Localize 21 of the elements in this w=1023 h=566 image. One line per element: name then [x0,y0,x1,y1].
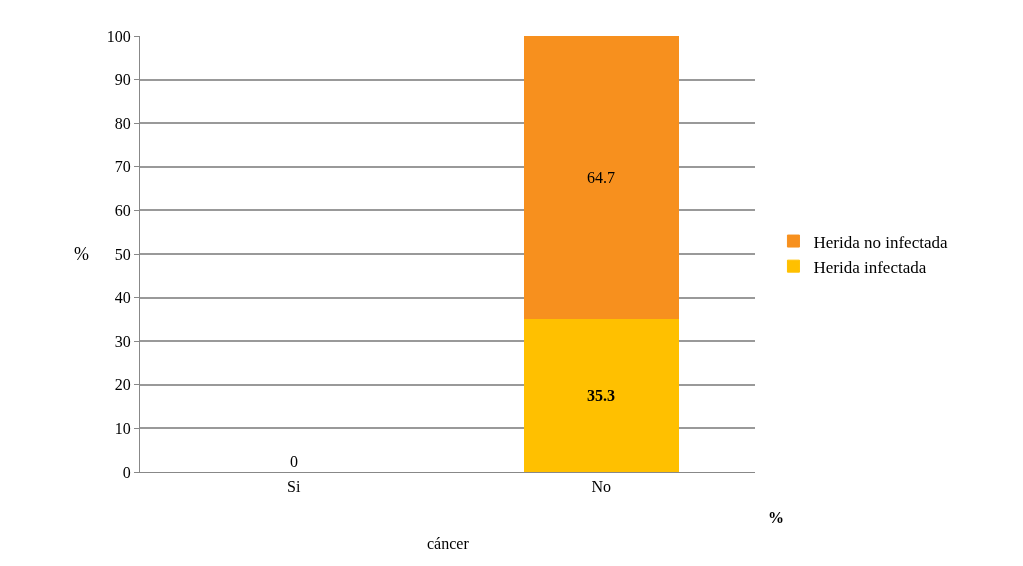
y-tick-label: 90 [114,71,131,89]
data-label: 64.7 [587,169,615,186]
y-tick-label: 10 [114,420,131,437]
y-tick-label: 40 [114,289,131,307]
y-tick-label: 50 [114,245,131,263]
x-axis-title: cáncer [427,535,470,552]
legend-label: Herida infectada [813,257,927,277]
data-label: 0 [290,453,298,470]
y-tick-label: 80 [114,114,131,132]
x-tick-label: Si [287,478,301,496]
y-tick-label: 20 [114,376,131,394]
x-tick-label: No [591,478,612,496]
y-tick-label: 60 [114,202,131,219]
legend-label: Herida no infectada [813,232,948,252]
y-tick-label: 100 [106,27,131,45]
data-label: 35.3 [587,387,615,404]
text: % [768,509,784,526]
y-axis-title: % [74,244,89,264]
y-tick-label: 70 [114,158,131,176]
y-tick-label: 30 [114,332,131,350]
y-tick-label: 0 [122,463,131,481]
